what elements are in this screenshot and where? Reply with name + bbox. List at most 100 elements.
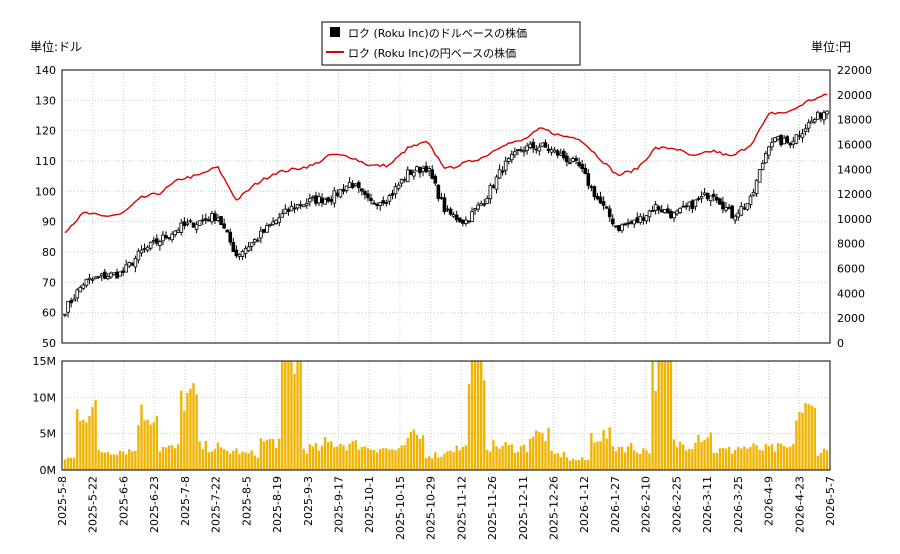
- volume-bar: [128, 449, 131, 470]
- volume-bar: [183, 411, 186, 470]
- volume-bar: [308, 444, 312, 470]
- candle-body: [733, 215, 737, 221]
- volume-bar: [528, 438, 532, 470]
- volume-bar: [611, 446, 614, 470]
- volume-bar: [421, 435, 425, 470]
- candle-body: [127, 262, 132, 267]
- volume-bar: [244, 452, 247, 470]
- volume-bar: [250, 450, 253, 470]
- jpy-series-line: [64, 93, 828, 234]
- volume-bar: [66, 457, 70, 470]
- volume-bar: [476, 361, 480, 470]
- volume-bar: [146, 419, 149, 470]
- candle-body: [415, 166, 419, 172]
- volume-bar: [121, 451, 125, 470]
- candle-body: [473, 208, 477, 211]
- candle-body: [304, 202, 309, 206]
- candle-body: [69, 300, 73, 304]
- candle-body: [534, 148, 539, 151]
- volume-bar: [532, 436, 535, 470]
- right-tick-label: 20000: [837, 89, 872, 102]
- volume-bar: [752, 443, 755, 470]
- candle-body: [225, 229, 229, 233]
- volume-bar: [556, 453, 559, 470]
- legend-box: [321, 21, 581, 66]
- candle-body: [647, 210, 652, 218]
- volume-bar: [550, 450, 553, 470]
- volume-bar: [195, 394, 198, 470]
- left-tick-label: 110: [35, 155, 56, 168]
- volume-bar: [424, 458, 428, 470]
- price-candles: [63, 110, 829, 318]
- volume-bar: [219, 447, 223, 470]
- candle-body: [384, 202, 389, 205]
- volume-bar: [134, 450, 137, 470]
- volume-bar: [79, 421, 82, 470]
- volume-bar: [574, 460, 578, 470]
- candle-body: [448, 208, 453, 215]
- volume-bar: [323, 437, 327, 470]
- date-tick-label: 2025-6-6: [117, 476, 130, 526]
- candle-body: [782, 137, 786, 145]
- right-tick-label: 8000: [837, 238, 865, 251]
- volume-bar: [513, 452, 517, 470]
- volume-bar: [173, 448, 177, 470]
- volume-bar: [740, 448, 743, 470]
- volume-bar: [259, 438, 263, 470]
- candle-body: [109, 272, 113, 278]
- candle-body: [690, 200, 695, 210]
- candle-body: [372, 202, 376, 205]
- candle-body: [644, 215, 649, 222]
- left-axis-unit: 単位:ドル: [30, 40, 83, 54]
- candle-body: [216, 217, 220, 221]
- candle-body: [112, 272, 116, 275]
- volume-bar: [663, 361, 667, 470]
- candle-body: [687, 201, 692, 207]
- volume-bar: [617, 446, 621, 470]
- volume-bar: [678, 441, 682, 470]
- volume-bar: [553, 453, 556, 470]
- volume-bar: [669, 361, 673, 470]
- volume-bar: [152, 422, 155, 470]
- date-tick-label: 2026-4-23: [793, 476, 806, 533]
- candle-body: [280, 213, 285, 218]
- candle-body: [776, 136, 780, 140]
- volume-bar: [633, 450, 636, 470]
- candle-body: [583, 167, 588, 174]
- volume-bar: [375, 452, 379, 470]
- volume-bar: [758, 449, 761, 470]
- volume-bar: [504, 441, 507, 470]
- candle-body: [265, 225, 269, 233]
- candle-body: [185, 222, 190, 225]
- right-tick-label: 0: [837, 337, 844, 350]
- volume-bar: [302, 448, 305, 470]
- volume-bar: [330, 441, 333, 470]
- candle-body: [262, 228, 266, 233]
- candle-body: [366, 193, 370, 199]
- volume-bar: [369, 449, 373, 470]
- candle-body: [727, 207, 731, 209]
- volume-bar: [733, 449, 737, 470]
- candle-body: [666, 208, 670, 214]
- volume-bar: [164, 447, 168, 470]
- volume-bar: [394, 450, 397, 470]
- volume-tick-label: 15M: [33, 355, 57, 368]
- candle-body: [522, 150, 526, 153]
- candle-body: [133, 257, 138, 268]
- volume-bar: [801, 412, 804, 470]
- volume-bar: [296, 361, 299, 470]
- candle-body: [494, 176, 499, 190]
- volume-bar: [345, 450, 348, 470]
- volume-bar: [538, 432, 541, 470]
- candle-body: [323, 198, 327, 205]
- left-tick-label: 50: [42, 337, 56, 350]
- volume-bar: [385, 448, 388, 470]
- volume-bar: [501, 445, 504, 470]
- candle-body: [528, 143, 532, 148]
- candle-body: [791, 140, 796, 145]
- volume-bar: [464, 445, 468, 470]
- legend-label-jpy: ロク (Roku Inc)の円ベースの株価: [348, 46, 516, 60]
- volume-bar: [599, 441, 602, 470]
